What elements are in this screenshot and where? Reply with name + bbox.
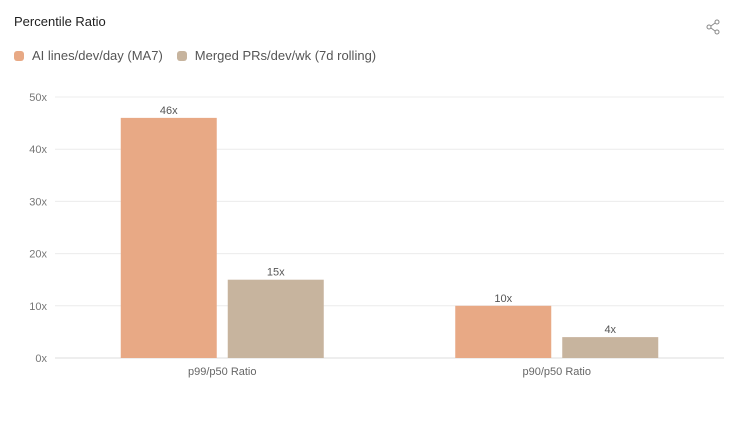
y-tick-label: 30x	[29, 196, 47, 208]
y-tick-label: 50x	[29, 92, 47, 104]
y-axis-ticks: 0x 10x 20x 30x 40x 50x	[29, 92, 47, 365]
legend-item-ai-lines[interactable]: AI lines/dev/day (MA7)	[14, 48, 163, 63]
share-icon[interactable]	[704, 18, 722, 36]
legend-label-merged-prs: Merged PRs/dev/wk (7d rolling)	[194, 48, 377, 63]
legend-swatch-merged-prs	[176, 50, 187, 61]
bar-value-label: 46x	[160, 105, 178, 117]
y-tick-label: 0x	[35, 353, 47, 365]
bar[interactable]	[562, 337, 659, 358]
chart-title: Percentile Ratio	[14, 14, 106, 29]
y-tick-label: 10x	[29, 301, 47, 313]
bars	[120, 117, 659, 358]
x-axis-categories: p99/p50 Ratio p90/p50 Ratio	[188, 366, 591, 378]
bar[interactable]	[455, 305, 552, 358]
x-category-label: p90/p50 Ratio	[523, 366, 592, 378]
bar[interactable]	[120, 117, 217, 358]
x-category-label: p99/p50 Ratio	[188, 366, 257, 378]
y-tick-label: 20x	[29, 249, 47, 261]
bar-labels: 46x 15x 10x 4x	[160, 105, 617, 336]
legend-label-ai-lines: AI lines/dev/day (MA7)	[32, 48, 163, 63]
bar-value-label: 10x	[494, 293, 512, 305]
chart-legend: AI lines/dev/day (MA7) Merged PRs/dev/wk…	[14, 48, 390, 63]
bar[interactable]	[227, 279, 324, 358]
y-tick-label: 40x	[29, 144, 47, 156]
bar-value-label: 15x	[267, 267, 285, 279]
bar-value-label: 4x	[604, 324, 616, 336]
legend-item-merged-prs[interactable]: Merged PRs/dev/wk (7d rolling)	[176, 48, 377, 63]
legend-swatch-ai-lines	[14, 50, 24, 61]
